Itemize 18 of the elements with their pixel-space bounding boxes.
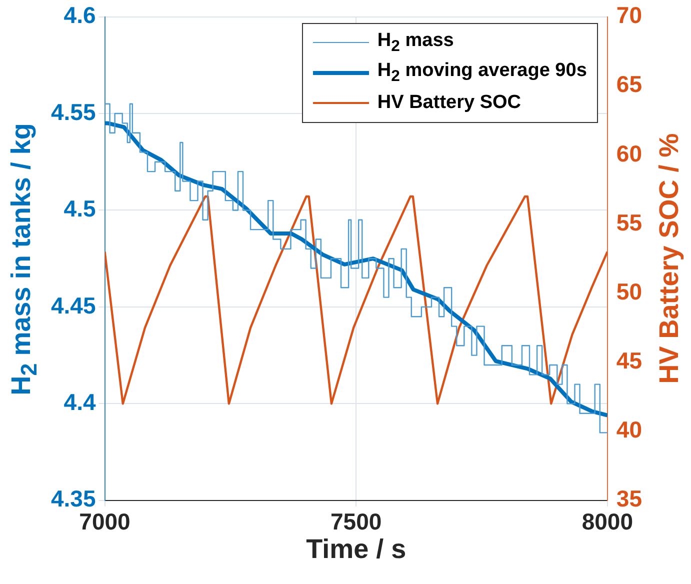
y2-tick-label: 65 <box>616 71 642 98</box>
y-tick-label: 4.6 <box>64 2 96 28</box>
y2-tick-label: 50 <box>616 278 642 304</box>
y2-tick-label: 60 <box>616 140 642 166</box>
y2-tick-label: 55 <box>616 209 642 236</box>
legend-label: H$_{2}$ mass <box>377 30 454 56</box>
x-axis-title: Time / s <box>306 534 406 566</box>
legend-label: H$_{2}$ moving average 90s <box>377 60 587 86</box>
y2-axis-title: HV Battery SOC / % <box>654 133 685 384</box>
y2-tick-label: 40 <box>616 416 642 443</box>
y-tick-label: 4.55 <box>51 98 96 125</box>
y2-tick-label: 45 <box>616 348 642 374</box>
y-tick-label: 4.45 <box>51 292 96 318</box>
x-tick-label: 7500 <box>330 508 382 535</box>
y2-tick-label: 70 <box>616 2 642 28</box>
y-tick-label: 4.4 <box>64 389 96 416</box>
legend-label: HV Battery SOC <box>377 92 522 114</box>
y-tick-label: 4.5 <box>64 196 96 222</box>
